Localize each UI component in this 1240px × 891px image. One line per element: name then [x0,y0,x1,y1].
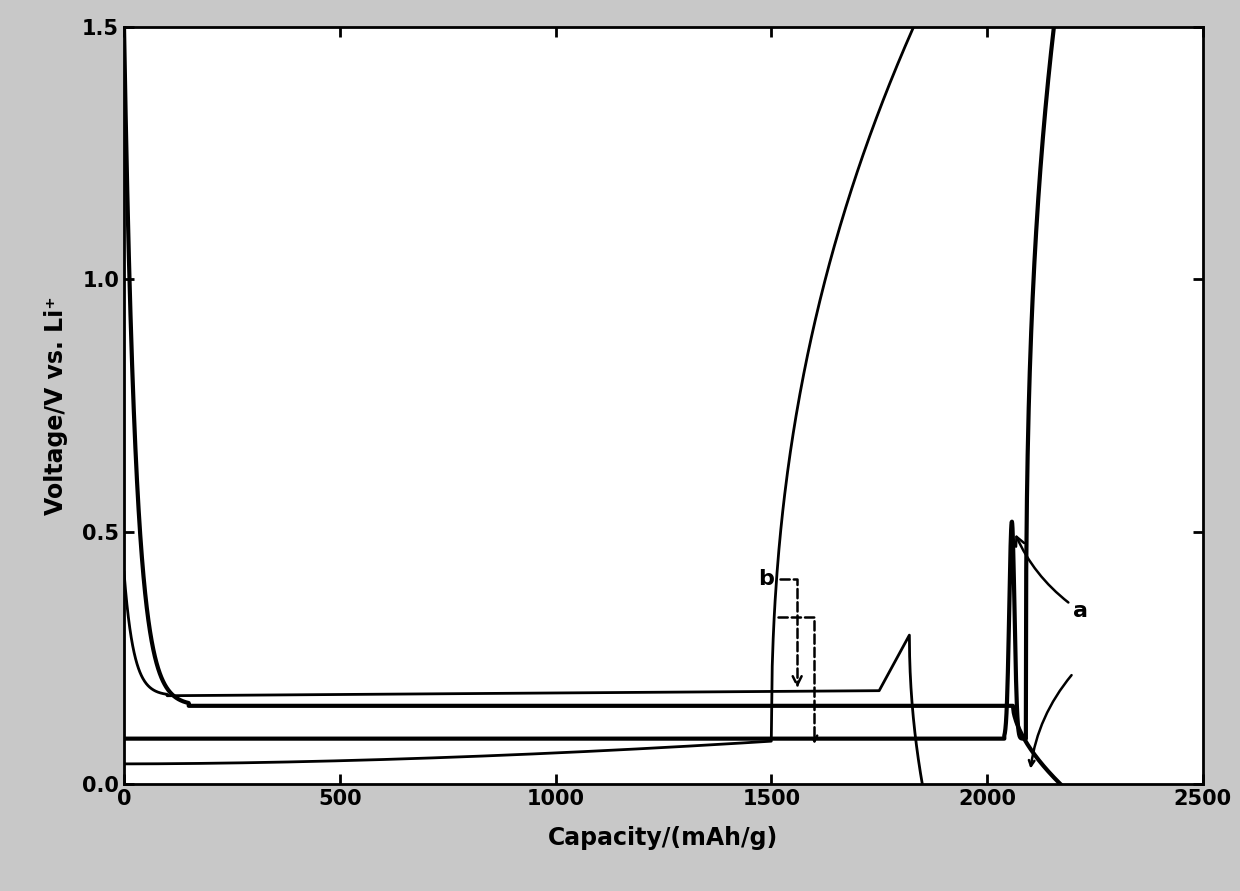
Text: b: b [759,568,801,685]
Y-axis label: Voltage/V vs. Li⁺: Voltage/V vs. Li⁺ [45,296,68,515]
X-axis label: Capacity/(mAh/g): Capacity/(mAh/g) [548,826,779,850]
Text: a: a [1016,536,1089,621]
